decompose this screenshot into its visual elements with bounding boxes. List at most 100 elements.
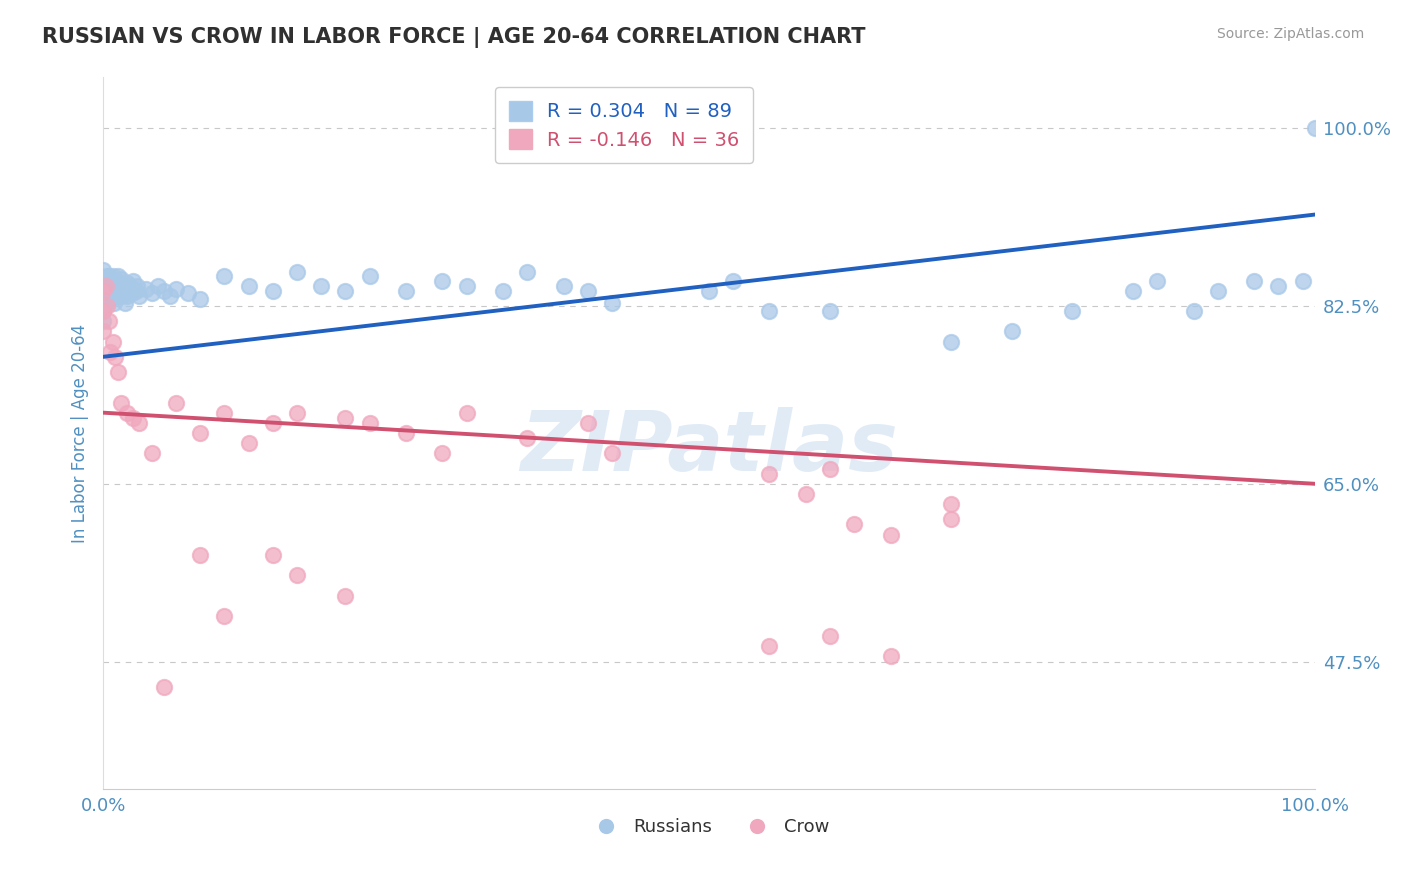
Point	[1062, 304, 1084, 318]
Point	[600, 296, 623, 310]
Point	[96, 299, 118, 313]
Point	[844, 517, 866, 532]
Point	[879, 527, 901, 541]
Point	[91, 284, 114, 298]
Point	[110, 289, 132, 303]
Point	[1001, 325, 1024, 339]
Point	[214, 608, 236, 623]
Point	[188, 425, 211, 440]
Point	[214, 268, 236, 283]
Point	[152, 284, 174, 298]
Point	[553, 278, 575, 293]
Point	[125, 278, 148, 293]
Point	[516, 431, 538, 445]
Point	[941, 512, 963, 526]
Point	[114, 284, 136, 298]
Point	[103, 278, 125, 293]
Point	[818, 304, 841, 318]
Point	[97, 276, 120, 290]
Point	[91, 284, 114, 298]
Point	[111, 281, 134, 295]
Point	[432, 274, 454, 288]
Point	[758, 467, 780, 481]
Point	[1291, 274, 1313, 288]
Point	[165, 395, 187, 409]
Point	[100, 344, 122, 359]
Point	[101, 285, 124, 300]
Point	[492, 284, 515, 298]
Point	[91, 263, 114, 277]
Point	[110, 271, 132, 285]
Point	[91, 289, 114, 303]
Point	[122, 274, 145, 288]
Point	[100, 271, 122, 285]
Point	[98, 281, 121, 295]
Point	[285, 568, 308, 582]
Point	[1303, 121, 1326, 136]
Point	[96, 268, 118, 283]
Point	[285, 265, 308, 279]
Point	[309, 278, 332, 293]
Point	[98, 314, 121, 328]
Point	[165, 282, 187, 296]
Point	[103, 296, 125, 310]
Point	[108, 276, 131, 290]
Point	[107, 268, 129, 283]
Point	[101, 334, 124, 349]
Point	[94, 274, 117, 288]
Point	[108, 285, 131, 300]
Point	[114, 296, 136, 310]
Point	[721, 274, 744, 288]
Point	[107, 365, 129, 379]
Point	[121, 285, 143, 300]
Point	[818, 629, 841, 643]
Point	[128, 416, 150, 430]
Point	[152, 680, 174, 694]
Legend: Russians, Crow: Russians, Crow	[581, 811, 837, 844]
Point	[141, 285, 163, 300]
Point	[359, 268, 381, 283]
Point	[432, 446, 454, 460]
Point	[818, 461, 841, 475]
Point	[1146, 274, 1168, 288]
Point	[146, 278, 169, 293]
Point	[104, 274, 127, 288]
Point	[104, 289, 127, 303]
Point	[100, 284, 122, 298]
Text: Source: ZipAtlas.com: Source: ZipAtlas.com	[1216, 27, 1364, 41]
Point	[91, 325, 114, 339]
Point	[91, 314, 114, 328]
Point	[94, 278, 117, 293]
Point	[395, 284, 418, 298]
Point	[159, 289, 181, 303]
Point	[794, 487, 817, 501]
Point	[262, 284, 284, 298]
Point	[335, 284, 357, 298]
Point	[456, 406, 478, 420]
Point	[516, 265, 538, 279]
Point	[238, 278, 260, 293]
Point	[98, 293, 121, 308]
Point	[96, 278, 118, 293]
Point	[141, 446, 163, 460]
Point	[1267, 278, 1289, 293]
Point	[1122, 284, 1144, 298]
Point	[128, 289, 150, 303]
Point	[941, 497, 963, 511]
Point	[110, 395, 132, 409]
Point	[107, 284, 129, 298]
Point	[879, 649, 901, 664]
Point	[117, 289, 139, 303]
Point	[214, 406, 236, 420]
Point	[262, 548, 284, 562]
Point	[1206, 284, 1229, 298]
Point	[96, 293, 118, 308]
Point	[941, 334, 963, 349]
Point	[105, 278, 128, 293]
Point	[335, 589, 357, 603]
Point	[188, 292, 211, 306]
Point	[576, 416, 599, 430]
Point	[238, 436, 260, 450]
Point	[91, 293, 114, 308]
Point	[395, 425, 418, 440]
